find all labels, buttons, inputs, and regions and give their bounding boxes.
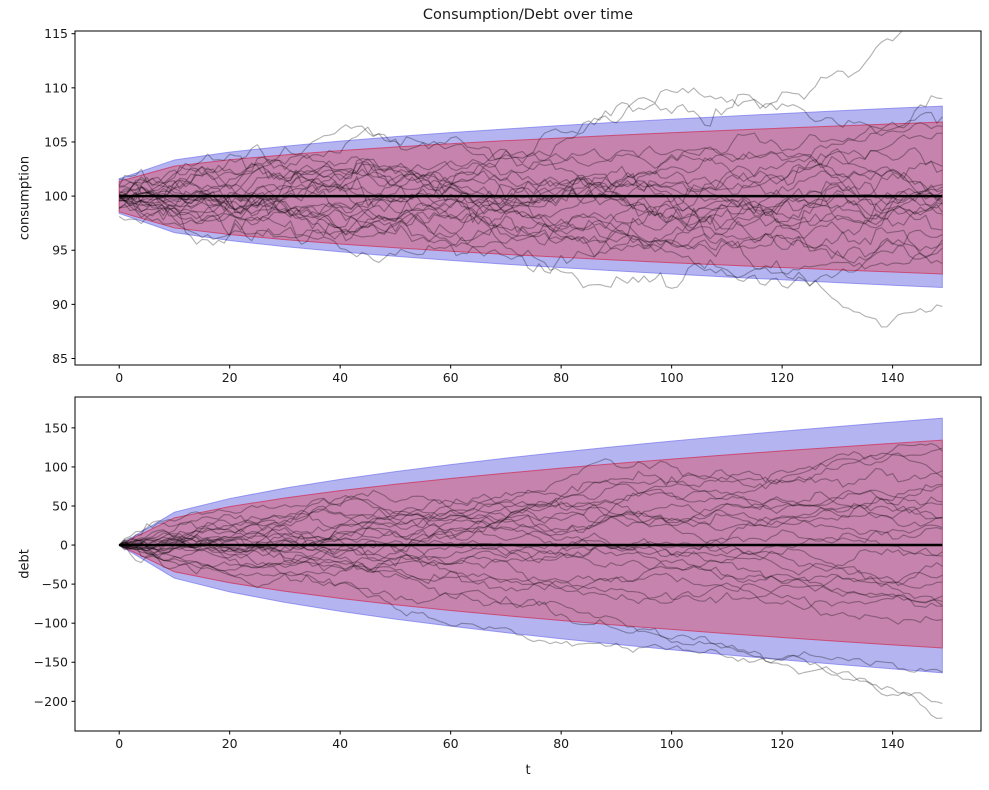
sample-path-debt <box>119 458 943 550</box>
x-tick-label-consumption: 40 <box>332 370 348 385</box>
sample-path-consumption <box>118 122 943 222</box>
y-tick-label-consumption: 110 <box>44 80 68 95</box>
sample-path-consumption <box>119 147 943 237</box>
y-tick-label-debt: −200 <box>34 694 68 709</box>
x-tick-label-debt: 20 <box>222 736 238 751</box>
sample-path-consumption <box>119 156 943 258</box>
sample-path-debt <box>119 447 943 556</box>
sample-path-consumption <box>119 163 943 260</box>
x-tick-label-consumption: 80 <box>553 370 569 385</box>
debt-y-axis-label: debt <box>17 549 33 579</box>
sample-path-debt <box>119 535 943 587</box>
sample-path-consumption <box>119 176 943 279</box>
x-tick-label-consumption: 0 <box>115 370 123 385</box>
x-tick-label-consumption: 140 <box>881 370 905 385</box>
sample-path-debt <box>118 528 943 592</box>
sample-path-consumption <box>118 31 903 210</box>
y-tick-label-consumption: 85 <box>52 351 68 366</box>
sample-path-debt <box>118 532 943 608</box>
sample-path-consumption <box>119 183 943 252</box>
sample-path-debt <box>118 483 943 546</box>
sample-path-debt <box>118 524 943 557</box>
sample-path-consumption <box>118 162 943 224</box>
sample-path-debt <box>119 538 943 604</box>
sample-path-debt <box>118 506 943 577</box>
sample-path-debt <box>118 544 943 611</box>
sample-path-debt <box>119 543 943 705</box>
sample-path-debt <box>118 536 943 625</box>
x-tick-label-consumption: 100 <box>660 370 684 385</box>
x-axis-label: t <box>525 763 531 778</box>
sample-path-debt <box>119 442 943 548</box>
consumption-y-axis-label: consumption <box>17 155 33 241</box>
y-tick-label-debt: 0 <box>60 538 68 553</box>
sample-path-debt <box>119 543 943 606</box>
sample-path-consumption <box>119 204 943 264</box>
sample-path-debt <box>118 497 943 546</box>
sample-path-consumption <box>118 171 943 274</box>
inner-confidence-band-consumption <box>118 121 943 275</box>
sample-path-consumption <box>119 144 943 229</box>
y-tick-label-debt: −50 <box>42 577 68 592</box>
sample-path-consumption <box>118 162 943 222</box>
sample-path-consumption <box>119 111 943 219</box>
sample-path-debt <box>118 508 943 552</box>
sample-path-consumption <box>118 161 943 287</box>
sample-path-consumption <box>119 165 943 224</box>
y-tick-label-consumption: 95 <box>52 243 68 258</box>
y-tick-label-debt: 100 <box>44 459 68 474</box>
sample-path-debt <box>118 496 943 552</box>
sample-path-consumption <box>118 186 943 248</box>
sample-path-consumption <box>119 93 943 187</box>
sample-path-consumption <box>119 162 943 253</box>
x-tick-label-debt: 120 <box>770 736 794 751</box>
sample-path-consumption <box>118 132 943 226</box>
sample-path-debt <box>118 505 943 551</box>
chart-title: Consumption/Debt over time <box>422 7 634 23</box>
x-tick-label-consumption: 20 <box>222 370 238 385</box>
y-tick-label-debt: 50 <box>52 498 68 513</box>
sample-path-debt <box>118 544 943 719</box>
y-tick-label-debt: −150 <box>34 655 68 670</box>
sample-path-consumption <box>119 145 943 201</box>
x-tick-label-debt: 40 <box>332 736 348 751</box>
sample-path-debt <box>119 452 943 553</box>
axes-frame-debt <box>74 396 982 732</box>
x-tick-label-debt: 60 <box>443 736 459 751</box>
x-tick-label-debt: 80 <box>553 736 569 751</box>
y-tick-label-consumption: 100 <box>44 189 68 204</box>
sample-path-debt <box>119 530 943 584</box>
y-tick-label-debt: 150 <box>44 420 68 435</box>
y-tick-label-consumption: 115 <box>44 26 68 41</box>
sample-path-debt <box>119 503 943 547</box>
y-tick-label-consumption: 105 <box>44 134 68 149</box>
sample-path-debt <box>118 485 943 554</box>
x-tick-label-debt: 0 <box>115 736 123 751</box>
sample-path-debt <box>118 542 943 673</box>
x-tick-label-consumption: 120 <box>770 370 794 385</box>
sample-path-consumption <box>119 176 943 242</box>
axes-frame-consumption <box>74 30 982 366</box>
y-tick-label-consumption: 90 <box>52 297 68 312</box>
sample-path-consumption <box>118 160 943 240</box>
x-tick-label-consumption: 60 <box>443 370 459 385</box>
y-tick-label-debt: −100 <box>34 616 68 631</box>
sample-path-consumption <box>118 182 943 328</box>
x-tick-label-debt: 100 <box>660 736 684 751</box>
x-tick-label-debt: 140 <box>881 736 905 751</box>
